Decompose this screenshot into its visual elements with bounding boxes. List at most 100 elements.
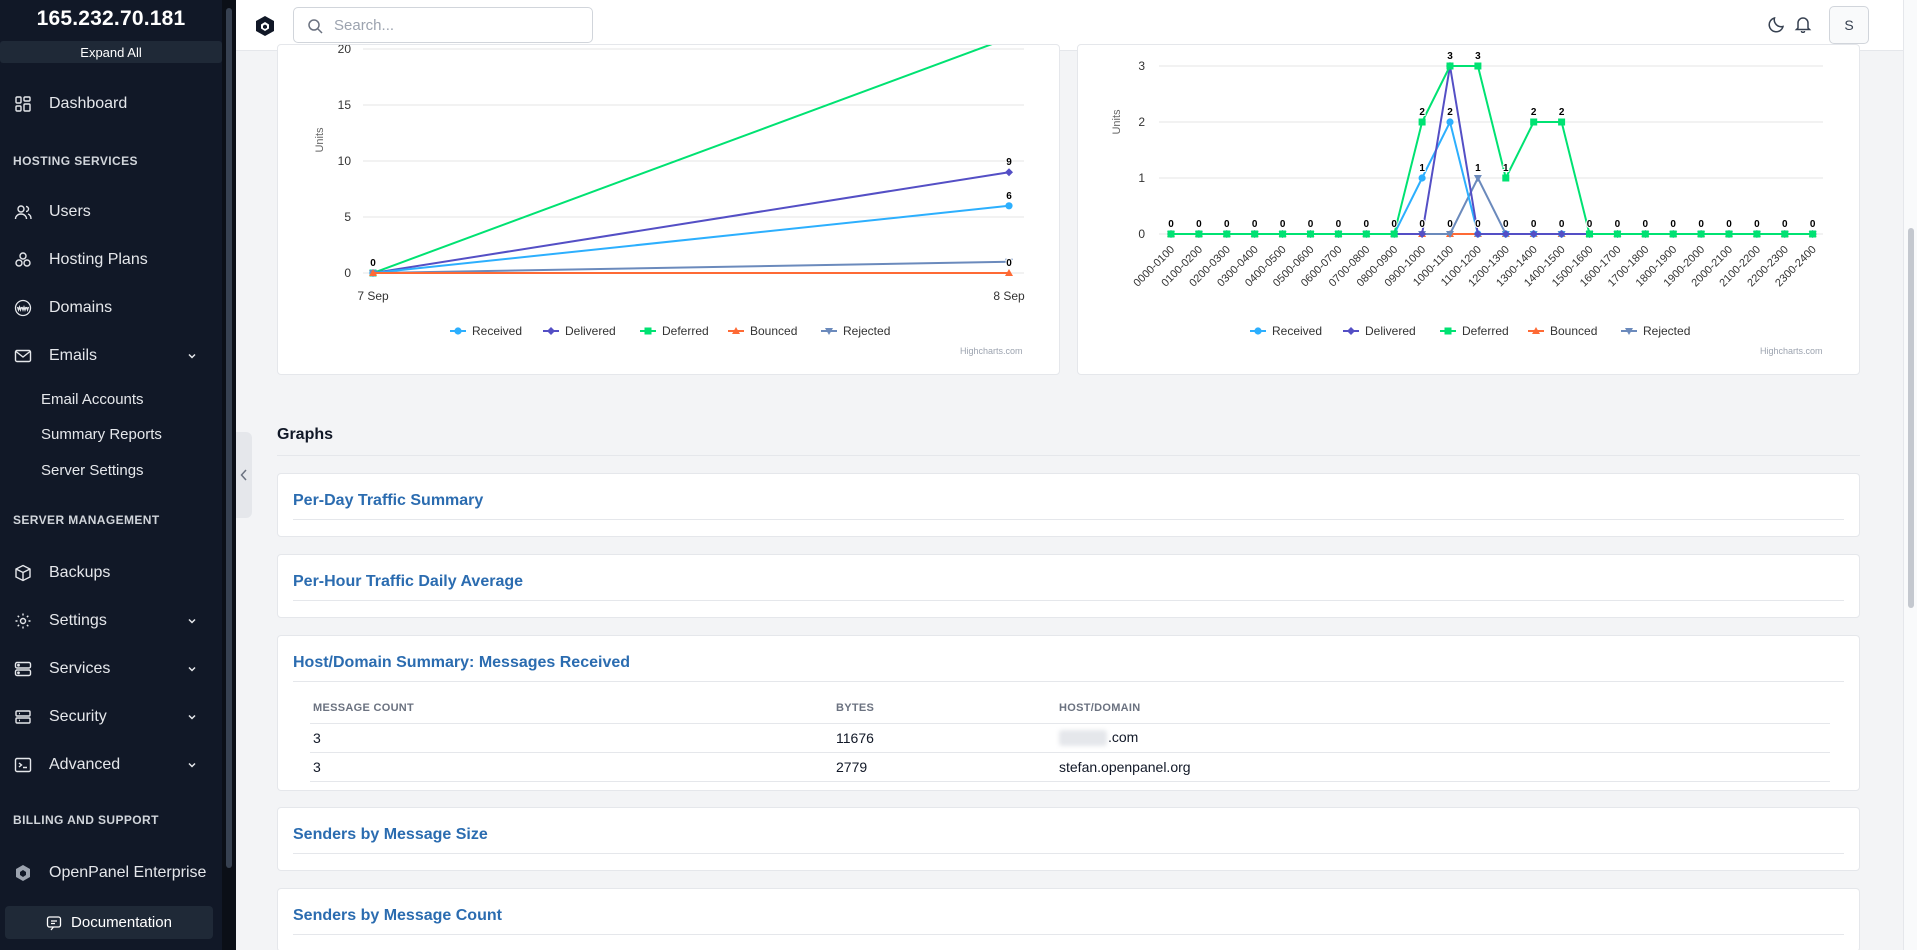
panel-senders-count: Senders by Message Count <box>277 888 1860 950</box>
sidebar-item-label: Security <box>49 708 107 725</box>
senders-by-size-link[interactable]: Senders by Message Size <box>293 826 488 843</box>
point-deferred <box>1362 230 1370 238</box>
avatar[interactable]: S <box>1829 6 1869 44</box>
sidebar-item-backups[interactable]: Backups <box>0 553 222 593</box>
data-label: 0 <box>1391 219 1397 230</box>
bytes-cell: 11676 <box>833 723 1056 753</box>
sidebar-item-services[interactable]: Services <box>0 649 222 689</box>
per-hour-traffic-link[interactable]: Per-Hour Traffic Daily Average <box>293 573 524 590</box>
sidebar-item-advanced[interactable]: Advanced <box>0 745 222 785</box>
legend-item-bounced: Bounced <box>750 324 797 338</box>
point-deferred-legend <box>644 327 652 335</box>
highcharts-credit[interactable]: Highcharts.com <box>1760 346 1823 356</box>
sidebar-item-label: Dashboard <box>49 95 128 112</box>
point-deferred <box>1418 118 1426 126</box>
point-deferred <box>1530 118 1538 126</box>
chart-card-daily: 0 5 10 15 20 Units 7 Sep 8 Sep 0 9 6 0 Received Deliv… <box>277 36 1060 375</box>
column-header: MESSAGE COUNT <box>310 693 833 724</box>
panel-senders-size: Senders by Message Size <box>277 807 1860 871</box>
data-label: 0 <box>1475 219 1481 230</box>
bell-icon[interactable] <box>1794 15 1812 33</box>
search-input[interactable]: Search... <box>293 7 593 43</box>
bytes-cell: 2779 <box>833 752 1056 782</box>
legend-item-deferred: Deferred <box>662 324 709 338</box>
message-count-cell: 3 <box>310 752 833 782</box>
chevron-down-icon <box>188 714 196 720</box>
sidebar-item-label: Advanced <box>49 756 121 773</box>
y-tick-label: 3 <box>1138 59 1145 73</box>
point-delivered <box>1529 230 1538 238</box>
sidebar-item-settings[interactable]: Settings <box>0 601 222 641</box>
per-day-traffic-link[interactable]: Per-Day Traffic Summary <box>293 492 484 509</box>
graphs-heading: Graphs <box>277 426 334 443</box>
data-label: 0 <box>1587 219 1593 230</box>
host-domain-summary-link[interactable]: Host/Domain Summary: Messages Received <box>293 654 631 671</box>
table-header-row: MESSAGE COUNT BYTES HOST/DOMAIN <box>310 693 1830 724</box>
y-tick-label: 0 <box>344 266 351 280</box>
point-deferred <box>1279 230 1287 238</box>
chevron-down-icon <box>188 666 196 672</box>
point-received-legend <box>1254 327 1262 335</box>
sidebar-item-summary-reports[interactable]: Summary Reports <box>41 426 162 443</box>
terminal-icon <box>14 757 32 773</box>
data-label: 6 <box>1006 191 1012 202</box>
line-chart-daily: 0 5 10 15 20 Units 7 Sep 8 Sep 0 9 6 0 Received Deliv… <box>314 36 1025 338</box>
redacted-text <box>1059 730 1107 747</box>
sidebar-item-emails[interactable]: Emails <box>0 336 222 376</box>
sidebar-item-dashboard[interactable]: Dashboard <box>0 84 222 124</box>
data-label: 0 <box>1224 219 1230 230</box>
data-label: 0 <box>1006 258 1012 269</box>
sidebar-item-hosting-plans[interactable]: Hosting Plans <box>0 240 222 280</box>
point-deferred <box>1725 230 1733 238</box>
divider <box>293 853 1844 854</box>
point-deferred <box>1558 118 1566 126</box>
series-line-rejected <box>1171 175 1813 235</box>
point-deferred <box>1474 62 1482 70</box>
sidebar-scrollbar-thumb[interactable] <box>226 8 232 868</box>
point-bounced <box>369 269 377 276</box>
data-label: 0 <box>1810 219 1816 230</box>
data-label: 2 <box>1419 107 1425 118</box>
senders-by-count-link[interactable]: Senders by Message Count <box>293 907 502 924</box>
point-deferred <box>1390 230 1398 238</box>
y-tick-label: 20 <box>338 45 352 56</box>
y-tick-label: 1 <box>1138 171 1145 185</box>
openpanel-logo-icon[interactable] <box>254 15 276 37</box>
sidebar-item-users[interactable]: Users <box>0 192 222 232</box>
point-bounced-legend <box>732 327 740 334</box>
series-line-deferred <box>1171 65 1813 235</box>
data-label: 0 <box>370 258 376 269</box>
data-label: 0 <box>1531 219 1537 230</box>
chevron-down-icon <box>188 353 196 359</box>
y-tick-label: 15 <box>338 98 352 112</box>
highcharts-credit[interactable]: Highcharts.com <box>960 346 1023 356</box>
page-scrollbar[interactable] <box>1903 0 1917 950</box>
sidebar-item-server-settings[interactable]: Server Settings <box>41 462 144 479</box>
expand-all-button[interactable]: Expand All <box>0 41 222 63</box>
sidebar: 165.232.70.181 Expand All Dashboard HOST… <box>0 0 236 950</box>
sidebar-item-domains[interactable]: Domains <box>0 288 222 328</box>
point-deferred <box>1195 230 1203 238</box>
data-label: 0 <box>1168 219 1174 230</box>
moon-icon[interactable] <box>1768 15 1786 33</box>
y-tick-label: 10 <box>338 154 352 168</box>
mail-icon <box>14 349 32 363</box>
sidebar-item-enterprise[interactable]: OpenPanel Enterprise <box>0 853 222 893</box>
documentation-label: Documentation <box>71 914 172 931</box>
sidebar-item-security[interactable]: Security <box>0 697 222 737</box>
sidebar-collapse-handle[interactable] <box>236 432 252 518</box>
page-scrollbar-thumb[interactable] <box>1908 228 1914 608</box>
data-label: 0 <box>1726 219 1732 230</box>
point-rejected <box>1005 258 1013 266</box>
documentation-button[interactable]: Documentation <box>5 906 213 939</box>
point-rejected <box>1446 231 1454 238</box>
package-icon <box>15 564 31 582</box>
line-chart-hourly: 0123Units0000-01000100-02000200-03000300… <box>1111 50 1823 338</box>
sidebar-scrollbar[interactable] <box>222 0 236 950</box>
sidebar-item-email-accounts[interactable]: Email Accounts <box>41 391 144 408</box>
divider <box>277 455 1860 456</box>
host-domain-cell: stefan.openpanel.org <box>1056 752 1830 782</box>
host-domain-text: .com <box>1108 728 1139 745</box>
point-rejected-legend <box>1625 328 1633 335</box>
legend-item-rejected: Rejected <box>1643 324 1690 338</box>
